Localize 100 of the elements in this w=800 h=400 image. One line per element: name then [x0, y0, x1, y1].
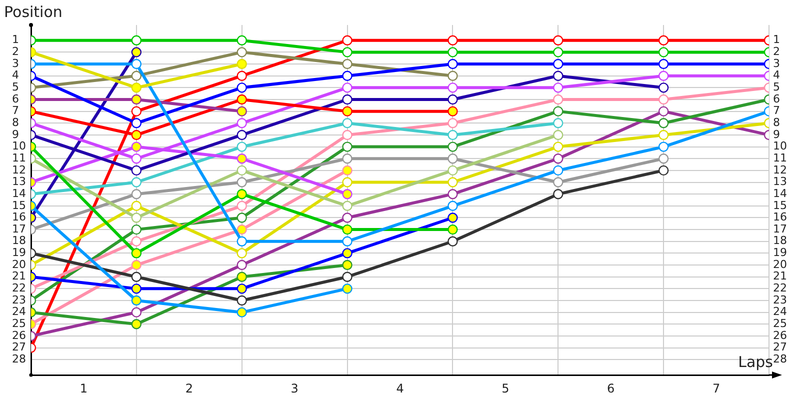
- x-tick-label: 6: [607, 381, 615, 396]
- y2-tick-label: 12: [773, 163, 787, 176]
- point: [236, 260, 247, 270]
- point: [236, 58, 247, 70]
- y2-tick-label: 25: [773, 317, 787, 330]
- point: [448, 94, 458, 105]
- point: [131, 224, 142, 235]
- point: [658, 47, 669, 58]
- point: [236, 106, 247, 116]
- point: [658, 130, 669, 140]
- y2-tick-label: 21: [773, 270, 787, 283]
- y-tick-label: 21: [12, 270, 26, 283]
- point: [236, 236, 247, 246]
- point: [448, 177, 458, 188]
- x-tick-label: 1: [80, 381, 88, 396]
- y2-tick-label: 24: [773, 305, 787, 318]
- point: [553, 82, 564, 93]
- point: [553, 47, 564, 58]
- y-tick-label: 16: [12, 210, 26, 224]
- point: [131, 154, 142, 164]
- point: [342, 130, 352, 140]
- y-tick-label: 19: [12, 246, 26, 260]
- y2-tick-label: 26: [773, 328, 787, 342]
- point: [553, 70, 564, 81]
- y-tick-label: 23: [12, 293, 26, 306]
- x-tick-label: 3: [290, 381, 298, 396]
- y2-tick-label: 8: [773, 116, 780, 129]
- y2-tick-label: 17: [773, 222, 787, 236]
- point: [236, 47, 247, 58]
- y-tick-label: 10: [12, 140, 26, 153]
- x-tick-label: 7: [712, 381, 720, 396]
- point: [236, 82, 247, 93]
- point: [448, 47, 458, 58]
- point: [236, 142, 247, 152]
- point: [553, 118, 564, 128]
- point: [236, 130, 247, 140]
- point: [131, 82, 142, 93]
- point: [342, 35, 352, 46]
- point: [342, 154, 352, 164]
- point: [448, 142, 458, 152]
- y-tick-label: 7: [12, 104, 19, 118]
- point: [131, 165, 142, 176]
- point: [448, 154, 458, 164]
- point: [658, 35, 669, 46]
- point: [131, 295, 142, 306]
- y2-tick-label: 4: [773, 68, 780, 82]
- point: [131, 188, 142, 200]
- y2-tick-label: 10: [773, 140, 787, 153]
- point: [131, 177, 142, 188]
- point: [236, 118, 247, 128]
- y-axis-title: Position: [4, 3, 62, 21]
- y2-tick-label: 14: [773, 186, 787, 200]
- y-tick-label: 24: [12, 305, 26, 318]
- y2-tick-label: 22: [773, 282, 787, 295]
- point: [342, 142, 352, 152]
- y-tick-label: 9: [12, 128, 19, 141]
- point: [448, 130, 458, 140]
- point: [553, 58, 564, 70]
- point: [131, 272, 142, 282]
- point: [131, 200, 142, 212]
- y2-tick-label: 13: [773, 175, 787, 188]
- point: [342, 260, 352, 270]
- y-tick-label: 3: [12, 56, 19, 70]
- x-axis-title: Laps: [738, 353, 773, 371]
- y2-tick-label: 2: [773, 45, 780, 58]
- point: [131, 307, 142, 318]
- point: [131, 236, 142, 246]
- point: [553, 130, 564, 140]
- point: [553, 165, 564, 176]
- point: [553, 142, 564, 152]
- point: [131, 319, 142, 330]
- x-tick-label: 5: [502, 381, 510, 396]
- point: [236, 188, 247, 200]
- point: [131, 70, 142, 81]
- y2-tick-label: 11: [773, 151, 787, 164]
- point: [553, 35, 564, 46]
- point: [342, 70, 352, 81]
- point: [342, 236, 352, 246]
- point: [236, 35, 247, 46]
- point: [342, 272, 352, 282]
- point: [236, 165, 247, 176]
- point: [658, 165, 669, 176]
- point: [448, 82, 458, 93]
- point: [131, 58, 142, 70]
- point: [658, 82, 669, 93]
- point: [236, 154, 247, 164]
- x-tick-label: 4: [396, 381, 404, 396]
- point: [342, 94, 352, 105]
- y-tick-label: 15: [12, 198, 26, 212]
- y2-tick-label: 5: [773, 80, 780, 94]
- point: [131, 106, 142, 116]
- point: [342, 212, 352, 223]
- y2-tick-label: 16: [773, 210, 787, 224]
- point: [236, 248, 247, 258]
- point: [448, 236, 458, 246]
- point: [658, 58, 669, 70]
- point: [658, 106, 669, 116]
- point: [342, 188, 352, 200]
- y2-tick-label: 1: [773, 33, 780, 46]
- y2-tick-label: 20: [773, 258, 787, 271]
